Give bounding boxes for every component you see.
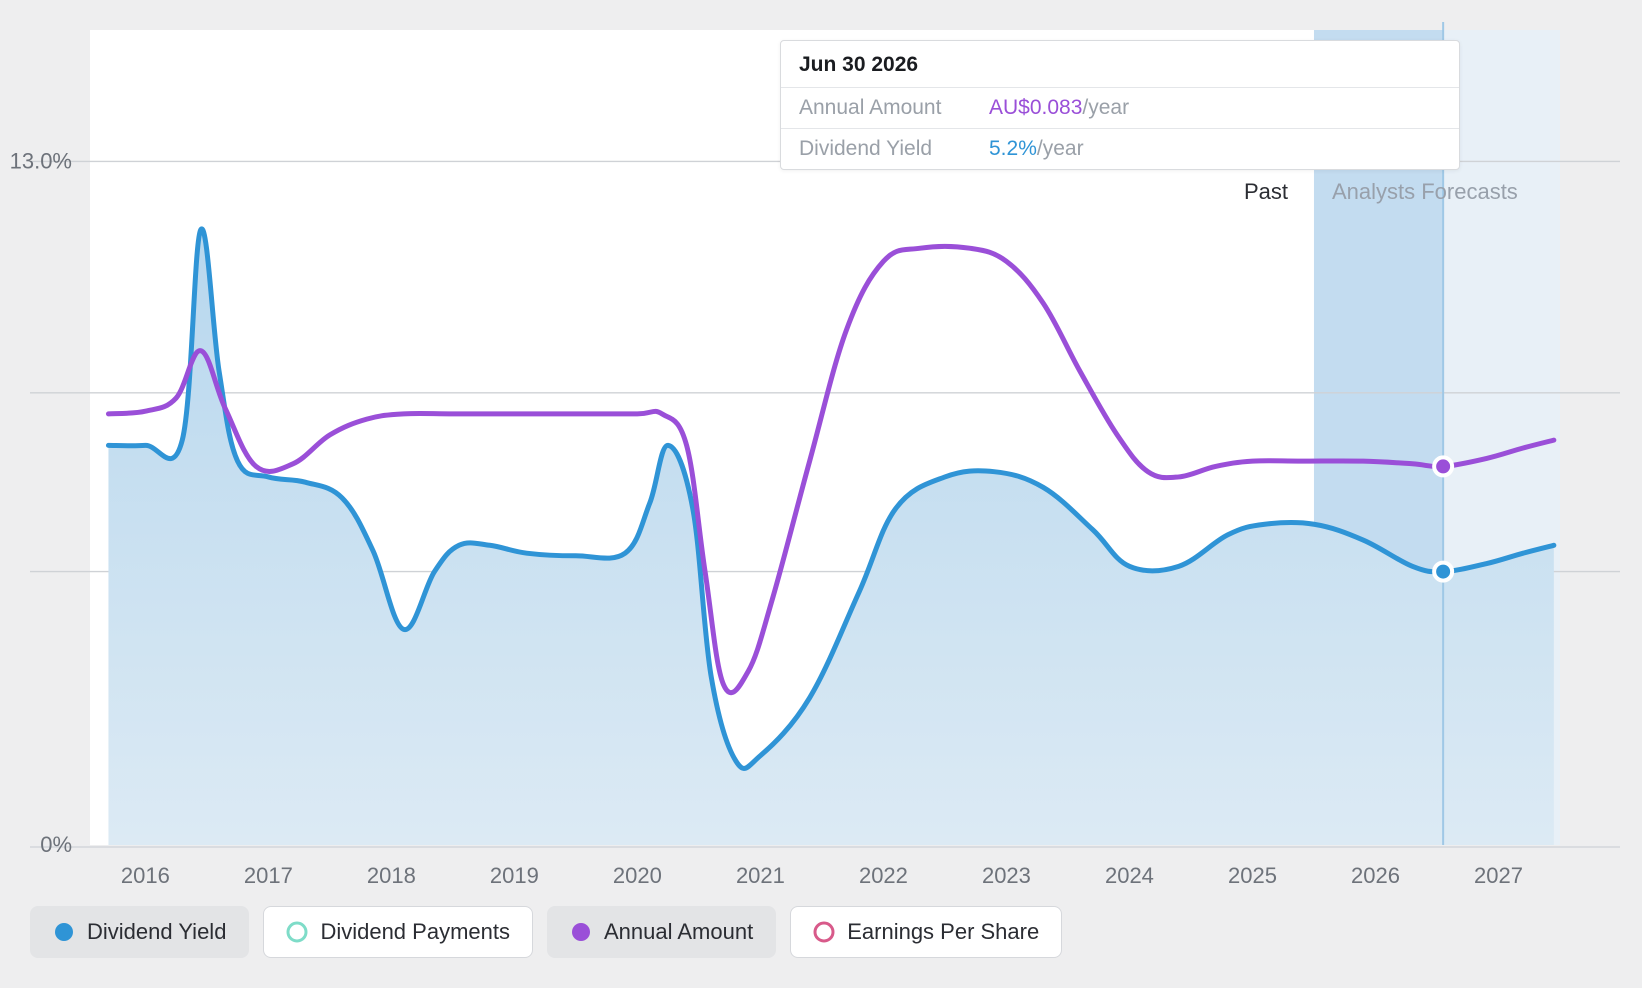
svg-text:2017: 2017	[244, 863, 293, 888]
legend-swatch-icon	[570, 921, 592, 943]
svg-text:2023: 2023	[982, 863, 1031, 888]
past-region-label: Past	[1244, 179, 1288, 205]
legend-item-label: Dividend Payments	[320, 919, 510, 945]
tooltip-row: Annual Amount AU$0.083/year	[781, 88, 1459, 129]
legend-item-annual_amount[interactable]: Annual Amount	[547, 906, 776, 958]
svg-text:2025: 2025	[1228, 863, 1277, 888]
legend-swatch-icon	[286, 921, 308, 943]
chart-legend: Dividend Yield Dividend Payments Annual Am…	[30, 906, 1062, 958]
legend-swatch-icon	[813, 921, 835, 943]
svg-text:2022: 2022	[859, 863, 908, 888]
tooltip-row-value: 5.2%/year	[989, 137, 1084, 161]
svg-text:2018: 2018	[367, 863, 416, 888]
legend-item-label: Earnings Per Share	[847, 919, 1039, 945]
forecast-region-label: Analysts Forecasts	[1332, 179, 1518, 205]
legend-swatch-icon	[53, 921, 75, 943]
legend-item-label: Dividend Yield	[87, 919, 226, 945]
svg-text:13.0%: 13.0%	[10, 148, 72, 173]
tooltip-row: Dividend Yield 5.2%/year	[781, 129, 1459, 169]
tooltip-row-label: Annual Amount	[799, 96, 969, 120]
svg-text:2026: 2026	[1351, 863, 1400, 888]
svg-text:2019: 2019	[490, 863, 539, 888]
legend-item-eps[interactable]: Earnings Per Share	[790, 906, 1062, 958]
chart-tooltip: Jun 30 2026 Annual Amount AU$0.083/year Di…	[780, 40, 1460, 170]
svg-text:2021: 2021	[736, 863, 785, 888]
tooltip-date: Jun 30 2026	[781, 41, 1459, 88]
legend-item-dividend_payments[interactable]: Dividend Payments	[263, 906, 533, 958]
legend-item-dividend_yield[interactable]: Dividend Yield	[30, 906, 249, 958]
dividend-chart: 0% 13.0% 2016 2017 2018 2019 2020 2021 2022 2023 2…	[0, 0, 1642, 988]
svg-text:2020: 2020	[613, 863, 662, 888]
legend-item-label: Annual Amount	[604, 919, 753, 945]
tooltip-row-label: Dividend Yield	[799, 137, 969, 161]
svg-text:2016: 2016	[121, 863, 170, 888]
svg-text:2024: 2024	[1105, 863, 1154, 888]
tooltip-row-value: AU$0.083/year	[989, 96, 1129, 120]
svg-text:2027: 2027	[1474, 863, 1523, 888]
svg-text:0%: 0%	[40, 832, 72, 857]
